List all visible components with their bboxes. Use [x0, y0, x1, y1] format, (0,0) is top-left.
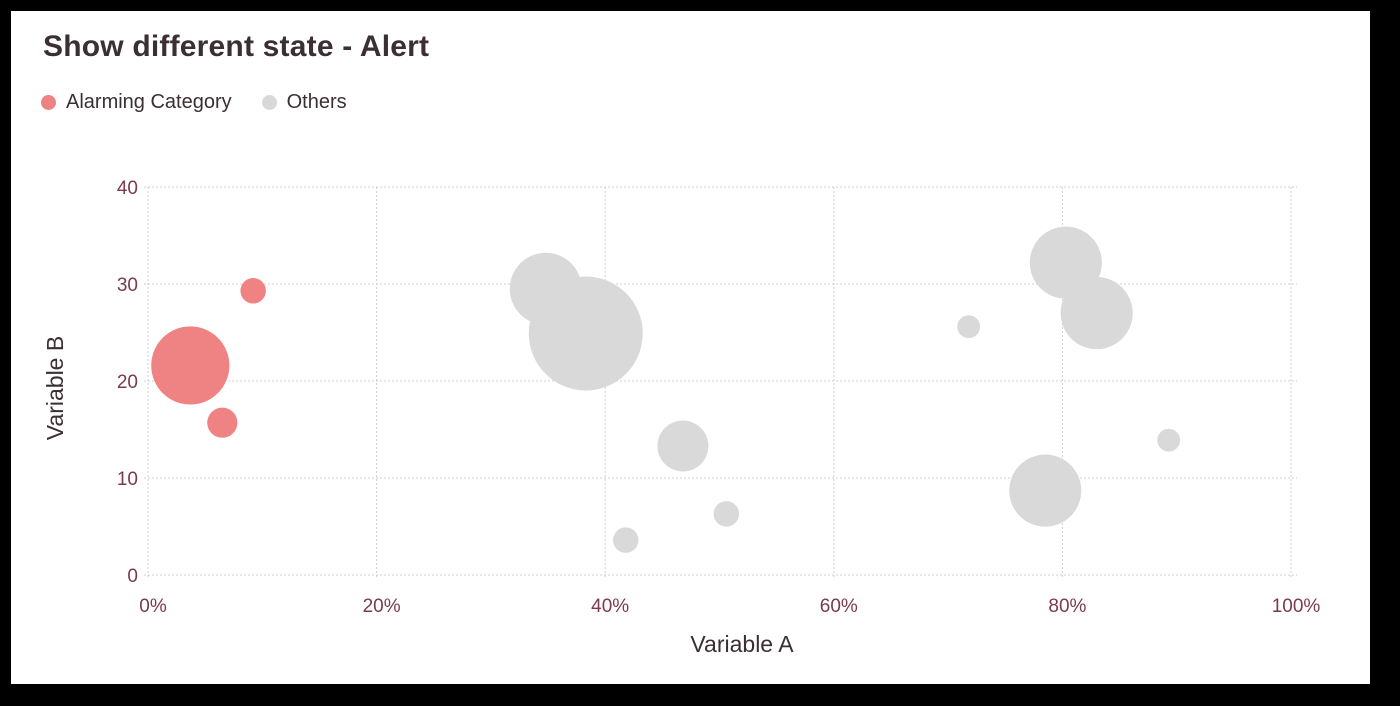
x-tick-label: 100% [1272, 596, 1321, 617]
x-tick-label: 40% [591, 596, 629, 617]
x-axis-ticks: 0% 20% 40% 60% 80% 100% [139, 596, 1320, 617]
y-tick-label: 0 [127, 566, 138, 587]
bubbles [151, 227, 1180, 553]
bubble-others[interactable] [529, 276, 643, 390]
bubble-others[interactable] [957, 315, 980, 338]
x-tick-label: 60% [820, 596, 858, 617]
y-tick-label: 40 [117, 178, 138, 199]
x-tick-label: 0% [139, 596, 167, 617]
y-axis-title: Variable B [42, 336, 68, 440]
y-axis-ticks: 0 10 20 30 40 [117, 178, 138, 587]
bubble-others[interactable] [1157, 429, 1180, 452]
bubble-others[interactable] [657, 420, 708, 471]
x-tick-label: 80% [1048, 596, 1086, 617]
y-tick-label: 20 [117, 372, 138, 393]
chart-card: Show different state - Alert Alarming Ca… [11, 11, 1370, 684]
bubble-others[interactable] [1061, 277, 1133, 349]
x-tick-label: 20% [363, 596, 401, 617]
bubble-alarming-category[interactable] [207, 408, 237, 438]
bubble-alarming-category[interactable] [240, 278, 265, 303]
bubble-others[interactable] [613, 527, 638, 552]
x-axis-title: Variable A [690, 631, 794, 657]
bubble-others[interactable] [1009, 455, 1081, 527]
bubble-alarming-category[interactable] [151, 326, 229, 404]
bubble-others[interactable] [714, 501, 739, 526]
y-tick-label: 30 [117, 275, 138, 296]
y-tick-label: 10 [117, 469, 138, 490]
